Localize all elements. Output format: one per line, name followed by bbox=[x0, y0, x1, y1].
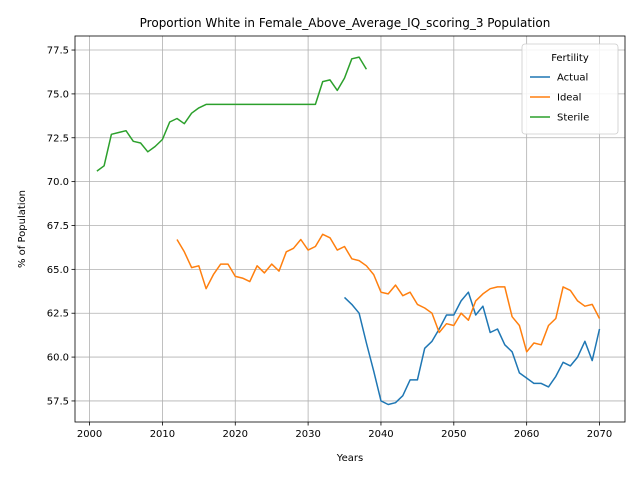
legend-title: Fertility bbox=[551, 53, 589, 64]
series-line-ideal bbox=[176, 233, 601, 353]
legend-box bbox=[521, 43, 619, 135]
x-tick-label: 2070 bbox=[587, 429, 612, 440]
y-tick-label: 57.5 bbox=[47, 396, 69, 407]
legend-label-ideal: Ideal bbox=[557, 93, 581, 104]
series-line-sterile bbox=[96, 56, 368, 172]
x-tick-label: 2020 bbox=[223, 429, 248, 440]
y-tick-label: 75.0 bbox=[47, 89, 69, 100]
series-line-actual bbox=[343, 291, 601, 406]
y-tick-label: 65.0 bbox=[47, 265, 69, 276]
x-tick-label: 2010 bbox=[150, 429, 175, 440]
x-tick-label: 2060 bbox=[514, 429, 539, 440]
legend-label-actual: Actual bbox=[557, 73, 588, 84]
y-tick-label: 67.5 bbox=[47, 221, 69, 232]
legend: Fertility Actual Ideal Sterile bbox=[521, 43, 619, 135]
y-tick-label: 60.0 bbox=[47, 353, 69, 364]
x-axis-label: Years bbox=[336, 453, 363, 464]
y-tick-label: 77.5 bbox=[47, 46, 69, 57]
x-tick-label: 2000 bbox=[77, 429, 102, 440]
x-tick-label: 2050 bbox=[441, 429, 466, 440]
y-tick-label: 72.5 bbox=[47, 133, 69, 144]
y-axis-ticks: 57.5 60.0 62.5 65.0 67.5 70.0 72.5 75.0 77.5 bbox=[47, 46, 75, 407]
x-tick-label: 2030 bbox=[295, 429, 320, 440]
x-axis-ticks: 2000 2010 2020 2030 2040 2050 2060 2070 bbox=[77, 422, 612, 440]
y-tick-label: 70.0 bbox=[47, 177, 69, 188]
series-lines bbox=[96, 56, 601, 406]
y-tick-label: 62.5 bbox=[47, 309, 69, 320]
x-tick-label: 2040 bbox=[368, 429, 393, 440]
plot-frame bbox=[74, 35, 626, 423]
chart-title: Proportion White in Female_Above_Average… bbox=[140, 16, 551, 30]
y-axis-label: % of Population bbox=[17, 190, 28, 268]
legend-label-sterile: Sterile bbox=[557, 113, 589, 124]
